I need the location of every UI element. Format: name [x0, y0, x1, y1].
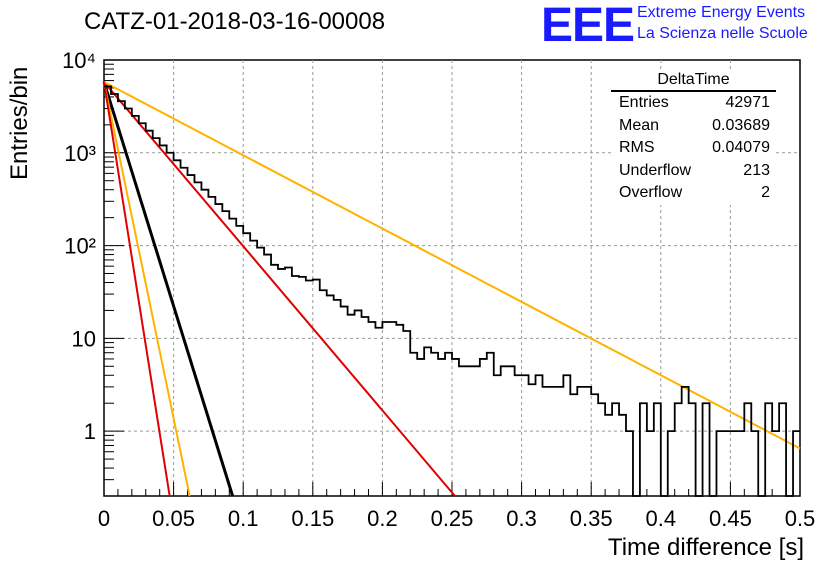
x-tick-label: 0.15 [291, 506, 334, 531]
y-tick-label: 10 [72, 326, 96, 351]
chart-title: CATZ-01-2018-03-16-00008 [84, 8, 386, 35]
x-tick-label: 0.1 [228, 506, 259, 531]
y-tick-labels: 1 10 10² 10³ 10⁴ [62, 48, 96, 444]
fit-line [103, 81, 191, 497]
x-tick-label: 0.2 [367, 506, 398, 531]
eee-logo: EEE [541, 0, 635, 52]
fit-line [102, 81, 235, 497]
y-tick-label: 1 [84, 419, 96, 444]
x-tick-label: 0.5 [785, 506, 816, 531]
stats-label: Entries [619, 94, 669, 111]
y-tick-label: 10² [64, 234, 96, 259]
x-axis-label: Time difference [s] [607, 534, 804, 561]
x-tick-labels: 0 0.05 0.1 0.15 0.2 0.25 0.3 0.35 0.4 0.45 0.5 [98, 506, 815, 531]
stats-value: 2 [761, 184, 770, 201]
stats-row-entries: Entries 42971 [611, 92, 776, 115]
stats-row-rms: RMS 0.04079 [611, 137, 776, 160]
histogram-series [104, 85, 800, 497]
y-tick-label: 10⁴ [62, 48, 96, 73]
histogram-line [104, 85, 800, 497]
x-tick-label: 0 [98, 506, 110, 531]
stats-row-underflow: Underflow 213 [611, 160, 776, 183]
fit-line [103, 81, 456, 497]
stats-row-mean: Mean 0.03689 [611, 115, 776, 138]
stats-label: Mean [619, 116, 660, 134]
x-tick-label: 0.05 [152, 506, 195, 531]
x-tick-label: 0.25 [431, 506, 474, 531]
stats-label: RMS [619, 139, 655, 156]
stats-title: DeltaTime [611, 70, 776, 92]
x-tick-label: 0.4 [646, 506, 677, 531]
stats-value: 42971 [725, 94, 771, 111]
y-axis-label: Entries/bin [6, 66, 33, 180]
org-subtitle: La Scienza nelle Scuole [637, 25, 808, 42]
stats-value: 0.04079 [712, 139, 770, 156]
stats-row-overflow: Overflow 2 [611, 182, 776, 205]
org-name: Extreme Energy Events [637, 4, 806, 21]
x-tick-label: 0.3 [506, 506, 537, 531]
stats-label: Underflow [619, 161, 692, 179]
stats-value: 0.03689 [712, 116, 770, 134]
stats-label: Overflow [619, 184, 683, 201]
stats-value: 213 [743, 161, 770, 179]
x-tick-label: 0.35 [570, 506, 613, 531]
y-tick-label: 10³ [64, 141, 96, 166]
stats-box: DeltaTime Entries 42971 Mean 0.03689 RMS 0.… [611, 70, 776, 205]
axis-ticks [103, 59, 801, 497]
x-tick-label: 0.45 [709, 506, 752, 531]
fit-line [103, 81, 171, 497]
